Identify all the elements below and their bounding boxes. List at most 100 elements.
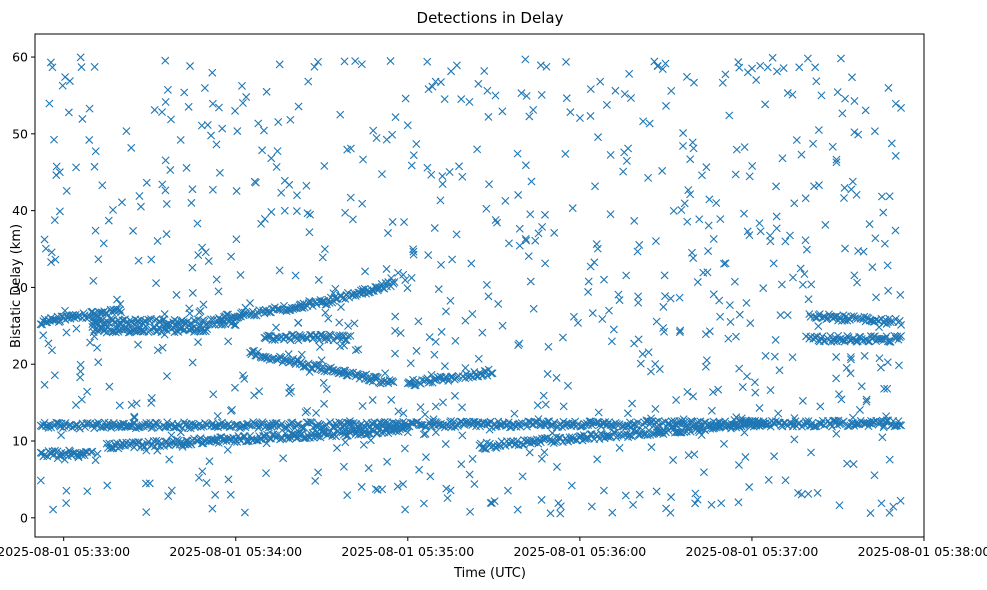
data-point-2183 [315, 343, 324, 352]
y-tick-label: 0 [20, 510, 28, 525]
data-point-2005 [226, 406, 235, 415]
data-point-1783 [335, 318, 344, 327]
data-point-1782 [712, 199, 721, 207]
data-point-2492 [526, 277, 535, 286]
data-point-2490 [226, 490, 235, 499]
data-point-2291 [770, 452, 779, 461]
data-point-1821 [167, 431, 176, 440]
data-point-1581 [203, 325, 212, 334]
x-tick-label: 2025-08-01 05:37:00 [686, 544, 819, 559]
data-point-1727 [103, 481, 112, 490]
data-point-1026 [48, 315, 57, 324]
data-point-2233 [843, 459, 852, 468]
data-point-2241 [887, 139, 896, 148]
data-point-2240 [751, 388, 760, 397]
data-point-1830 [606, 150, 615, 159]
data-point-2002 [686, 155, 695, 164]
data-point-2165 [666, 294, 675, 303]
data-point-2271 [49, 505, 58, 514]
data-point-2193 [879, 208, 888, 217]
data-point-1292 [251, 351, 260, 360]
data-point-1891 [541, 400, 550, 409]
data-point-1760 [286, 115, 295, 124]
data-point-2349 [546, 509, 555, 518]
data-point-1817 [401, 505, 410, 514]
data-point-2030 [709, 235, 718, 244]
data-point-2438 [399, 409, 408, 418]
data-point-1971 [534, 229, 543, 238]
data-point-1867 [756, 61, 765, 70]
data-point-2503 [699, 268, 708, 277]
data-point-2496 [731, 332, 740, 341]
data-point-2033 [105, 382, 114, 391]
data-point-2350 [874, 316, 883, 325]
data-point-2523 [883, 261, 892, 270]
data-point-2145 [584, 277, 593, 286]
data-point-2208 [501, 196, 510, 205]
data-point-2219 [568, 204, 577, 213]
data-point-2085 [608, 508, 617, 517]
data-point-1786 [391, 349, 400, 358]
data-point-1339 [319, 362, 328, 371]
data-point-2434 [188, 263, 197, 272]
data-point-2323 [274, 118, 283, 127]
data-point-1856 [607, 337, 616, 346]
data-point-2431 [853, 278, 862, 287]
data-point-1870 [772, 182, 781, 191]
data-point-2100 [896, 496, 905, 505]
data-point-1926 [485, 180, 494, 189]
data-point-1949 [884, 286, 893, 295]
data-point-2356 [654, 428, 663, 437]
data-point-2371 [769, 259, 778, 268]
data-point-1839 [267, 207, 276, 216]
data-point-1734 [240, 508, 249, 517]
data-point-2379 [419, 499, 428, 508]
data-point-2373 [378, 485, 387, 494]
data-point-2499 [199, 300, 208, 309]
data-point-1813 [810, 182, 819, 191]
data-point-2149 [424, 251, 433, 260]
data-point-2239 [764, 475, 773, 484]
data-point-2248 [172, 290, 181, 299]
data-point-1240 [321, 300, 330, 309]
data-point-2232 [645, 119, 654, 128]
data-point-2394 [554, 499, 563, 508]
data-point-1910 [513, 149, 522, 158]
data-point-2257 [896, 290, 905, 299]
data-point-2263 [850, 128, 859, 137]
data-point-2007 [543, 370, 552, 379]
data-point-1359 [346, 368, 355, 377]
data-point-2456 [586, 111, 595, 120]
data-point-2507 [304, 77, 313, 86]
data-point-2476 [108, 327, 117, 336]
data-point-1973 [296, 300, 305, 309]
data-point-2491 [835, 501, 844, 510]
data-point-2316 [127, 400, 136, 409]
data-point-1355 [341, 366, 350, 375]
data-point-2348 [393, 482, 402, 491]
data-point-2185 [132, 399, 141, 408]
data-point-2112 [336, 342, 345, 351]
data-point-2386 [161, 56, 170, 65]
data-point-2363 [652, 422, 661, 431]
data-point-2229 [504, 239, 513, 248]
data-point-2388 [676, 326, 685, 335]
data-point-385 [606, 421, 615, 430]
data-point-2403 [596, 77, 605, 86]
data-point-1075 [117, 308, 126, 317]
data-point-2474 [391, 326, 400, 335]
data-point-539 [843, 421, 852, 430]
data-point-690 [208, 436, 217, 445]
data-point-1463 [287, 331, 296, 340]
x-axis-label: Time (UTC) [453, 566, 526, 581]
data-point-1859 [561, 149, 570, 158]
data-point-1899 [319, 378, 328, 387]
data-point-1917 [458, 431, 467, 440]
data-point-2314 [748, 64, 757, 73]
data-point-1935 [683, 387, 692, 396]
data-point-2175 [525, 448, 534, 457]
data-point-1978 [78, 114, 87, 123]
data-point-1168 [230, 320, 239, 329]
data-point-2039 [310, 62, 319, 71]
data-point-2510 [208, 68, 217, 77]
